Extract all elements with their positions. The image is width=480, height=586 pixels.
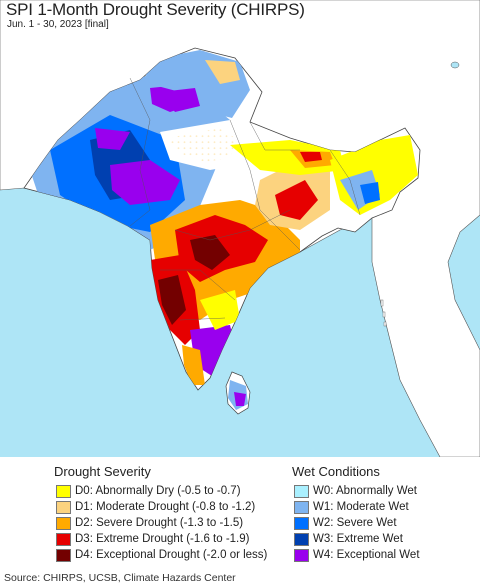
legend-item-d2: D2: Severe Drought (-1.3 to -1.5) [56,515,243,531]
legend: Drought Severity Wet Conditions D0: Abno… [0,457,480,569]
drought-map [0,0,480,457]
swatch-d3 [56,532,71,546]
legend-label: D3: Extreme Drought (-1.6 to -1.9) [75,533,250,545]
legend-label: W2: Severe Wet [313,517,397,529]
legend-label: W0: Abnormally Wet [313,485,417,497]
legend-label: W4: Exceptional Wet [313,549,420,561]
swatch-d0 [56,484,71,498]
legend-label: D1: Moderate Drought (-0.8 to -1.2) [75,501,256,513]
swatch-w1 [294,500,309,514]
lake [450,61,460,69]
drought-legend-title: Drought Severity [54,464,151,479]
swatch-d4 [56,548,71,562]
swatch-d1 [56,500,71,514]
legend-item-w4: W4: Exceptional Wet [294,547,420,563]
map-subtitle: Jun. 1 - 30, 2023 [final] [7,19,109,30]
legend-label: D2: Severe Drought (-1.3 to -1.5) [75,517,244,529]
legend-item-w3: W3: Extreme Wet [294,531,403,547]
legend-label: W3: Extreme Wet [313,533,403,545]
legend-item-w1: W1: Moderate Wet [294,499,409,515]
swatch-w4 [294,548,309,562]
legend-label: D0: Abnormally Dry (-0.5 to -0.7) [75,485,241,497]
swatch-d2 [56,516,71,530]
legend-item-d3: D3: Extreme Drought (-1.6 to -1.9) [56,531,249,547]
swatch-w2 [294,516,309,530]
source-credit: Source: CHIRPS, UCSB, Climate Hazards Ce… [4,572,236,584]
legend-item-w0: W0: Abnormally Wet [294,483,417,499]
swatch-w3 [294,532,309,546]
andaman-islands [380,299,387,327]
subcontinent [23,47,421,391]
sri-lanka [225,371,251,415]
legend-item-d1: D1: Moderate Drought (-0.8 to -1.2) [56,499,255,515]
legend-label: W1: Moderate Wet [313,501,409,513]
legend-item-d0: D0: Abnormally Dry (-0.5 to -0.7) [56,483,241,499]
legend-item-d4: D4: Exceptional Drought (-2.0 or less) [56,547,267,563]
swatch-w0 [294,484,309,498]
legend-item-w2: W2: Severe Wet [294,515,397,531]
wet-legend-title: Wet Conditions [292,464,380,479]
legend-label: D4: Exceptional Drought (-2.0 or less) [75,549,268,561]
map-title: SPI 1-Month Drought Severity (CHIRPS) [6,0,305,19]
